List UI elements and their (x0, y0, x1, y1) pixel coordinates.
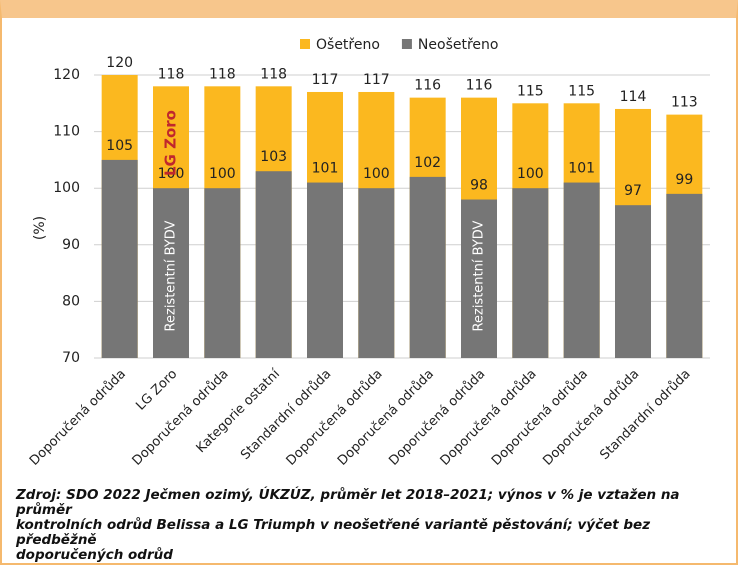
value-label: 116 (414, 78, 441, 94)
x-tick-label: Standardní odrůda (597, 367, 693, 463)
value-label: 97 (624, 183, 642, 199)
bar (101, 159, 138, 358)
legend-label: Ošetřeno (316, 37, 380, 53)
value-label: 117 (312, 72, 339, 88)
x-tick-label: Doporučená odrůda (284, 367, 386, 468)
x-tick-label: Doporučená odrůda (27, 367, 129, 468)
chart: (%) 70 80 90 100 110 120 Ošetřeno Neošetřeno 120… (27, 37, 710, 468)
value-label: 113 (671, 95, 698, 111)
bar (615, 205, 651, 358)
y-tick-label: 100 (53, 180, 80, 196)
value-label: 100 (209, 166, 236, 182)
value-label: 103 (260, 149, 287, 165)
value-label: 118 (158, 66, 185, 82)
x-tick-label: Doporučená odrůda (335, 367, 437, 468)
value-label: 116 (466, 78, 493, 94)
y-tick-label: 110 (53, 124, 80, 140)
bar (307, 182, 343, 358)
source-line: Zdroj: SDO 2022 Ječmen ozimý, ÚKZÚZ, prů… (16, 487, 680, 518)
annotation: Rezistentní BYDV (472, 220, 487, 331)
x-tick-label: Doporučená odrůda (540, 367, 642, 468)
x-tick-label: Standardní odrůda (238, 367, 334, 463)
y-tick-label: 90 (62, 237, 80, 253)
value-label: 120 (106, 55, 133, 71)
source-line: doporučených odrůd (16, 547, 173, 563)
y-tick-label: 120 (53, 67, 80, 83)
legend-swatch (300, 39, 310, 49)
value-label: 105 (106, 138, 133, 154)
value-label: 115 (517, 83, 544, 99)
x-tick-label: Doporučená odrůda (438, 367, 540, 468)
value-label: 114 (620, 89, 647, 105)
value-label: 99 (675, 172, 693, 188)
x-tick-label: Doporučená odrůda (130, 367, 232, 468)
value-label: 118 (209, 66, 236, 82)
legend-swatch (401, 39, 412, 49)
source-line: kontrolních odrůd Belissa a LG Triumph v… (16, 517, 651, 548)
bar (409, 176, 446, 358)
bar (153, 188, 189, 358)
value-label: 100 (517, 166, 544, 182)
value-label: 115 (568, 83, 595, 99)
bar (512, 188, 549, 358)
value-label: 117 (363, 72, 390, 88)
source-note: Zdroj: SDO 2022 Ječmen ozimý, ÚKZÚZ, prů… (16, 488, 716, 563)
x-tick-label: Doporučená odrůda (489, 367, 591, 468)
x-tick-label: LG Zoro (133, 367, 180, 414)
bar (461, 199, 497, 358)
annotation: Rezistentní BYDV (164, 220, 179, 331)
value-label: 101 (568, 161, 595, 177)
y-tick-label: 80 (62, 293, 80, 309)
value-label: 100 (158, 166, 185, 182)
bar (666, 193, 703, 358)
x-tick-label: Doporučená odrůda (386, 367, 488, 468)
value-label: 102 (414, 155, 441, 171)
value-label: 98 (470, 178, 488, 194)
value-label: 100 (363, 166, 390, 182)
annotation: LG Zoro (162, 110, 180, 176)
bar (204, 188, 241, 358)
bar (255, 171, 292, 358)
y-axis-label: (%) (32, 216, 48, 240)
legend-label: Neošetřeno (418, 37, 499, 53)
value-label: 101 (312, 161, 339, 177)
bar (358, 188, 395, 358)
bar (563, 182, 600, 358)
value-label: 118 (260, 66, 287, 82)
y-tick-label: 70 (62, 350, 80, 366)
